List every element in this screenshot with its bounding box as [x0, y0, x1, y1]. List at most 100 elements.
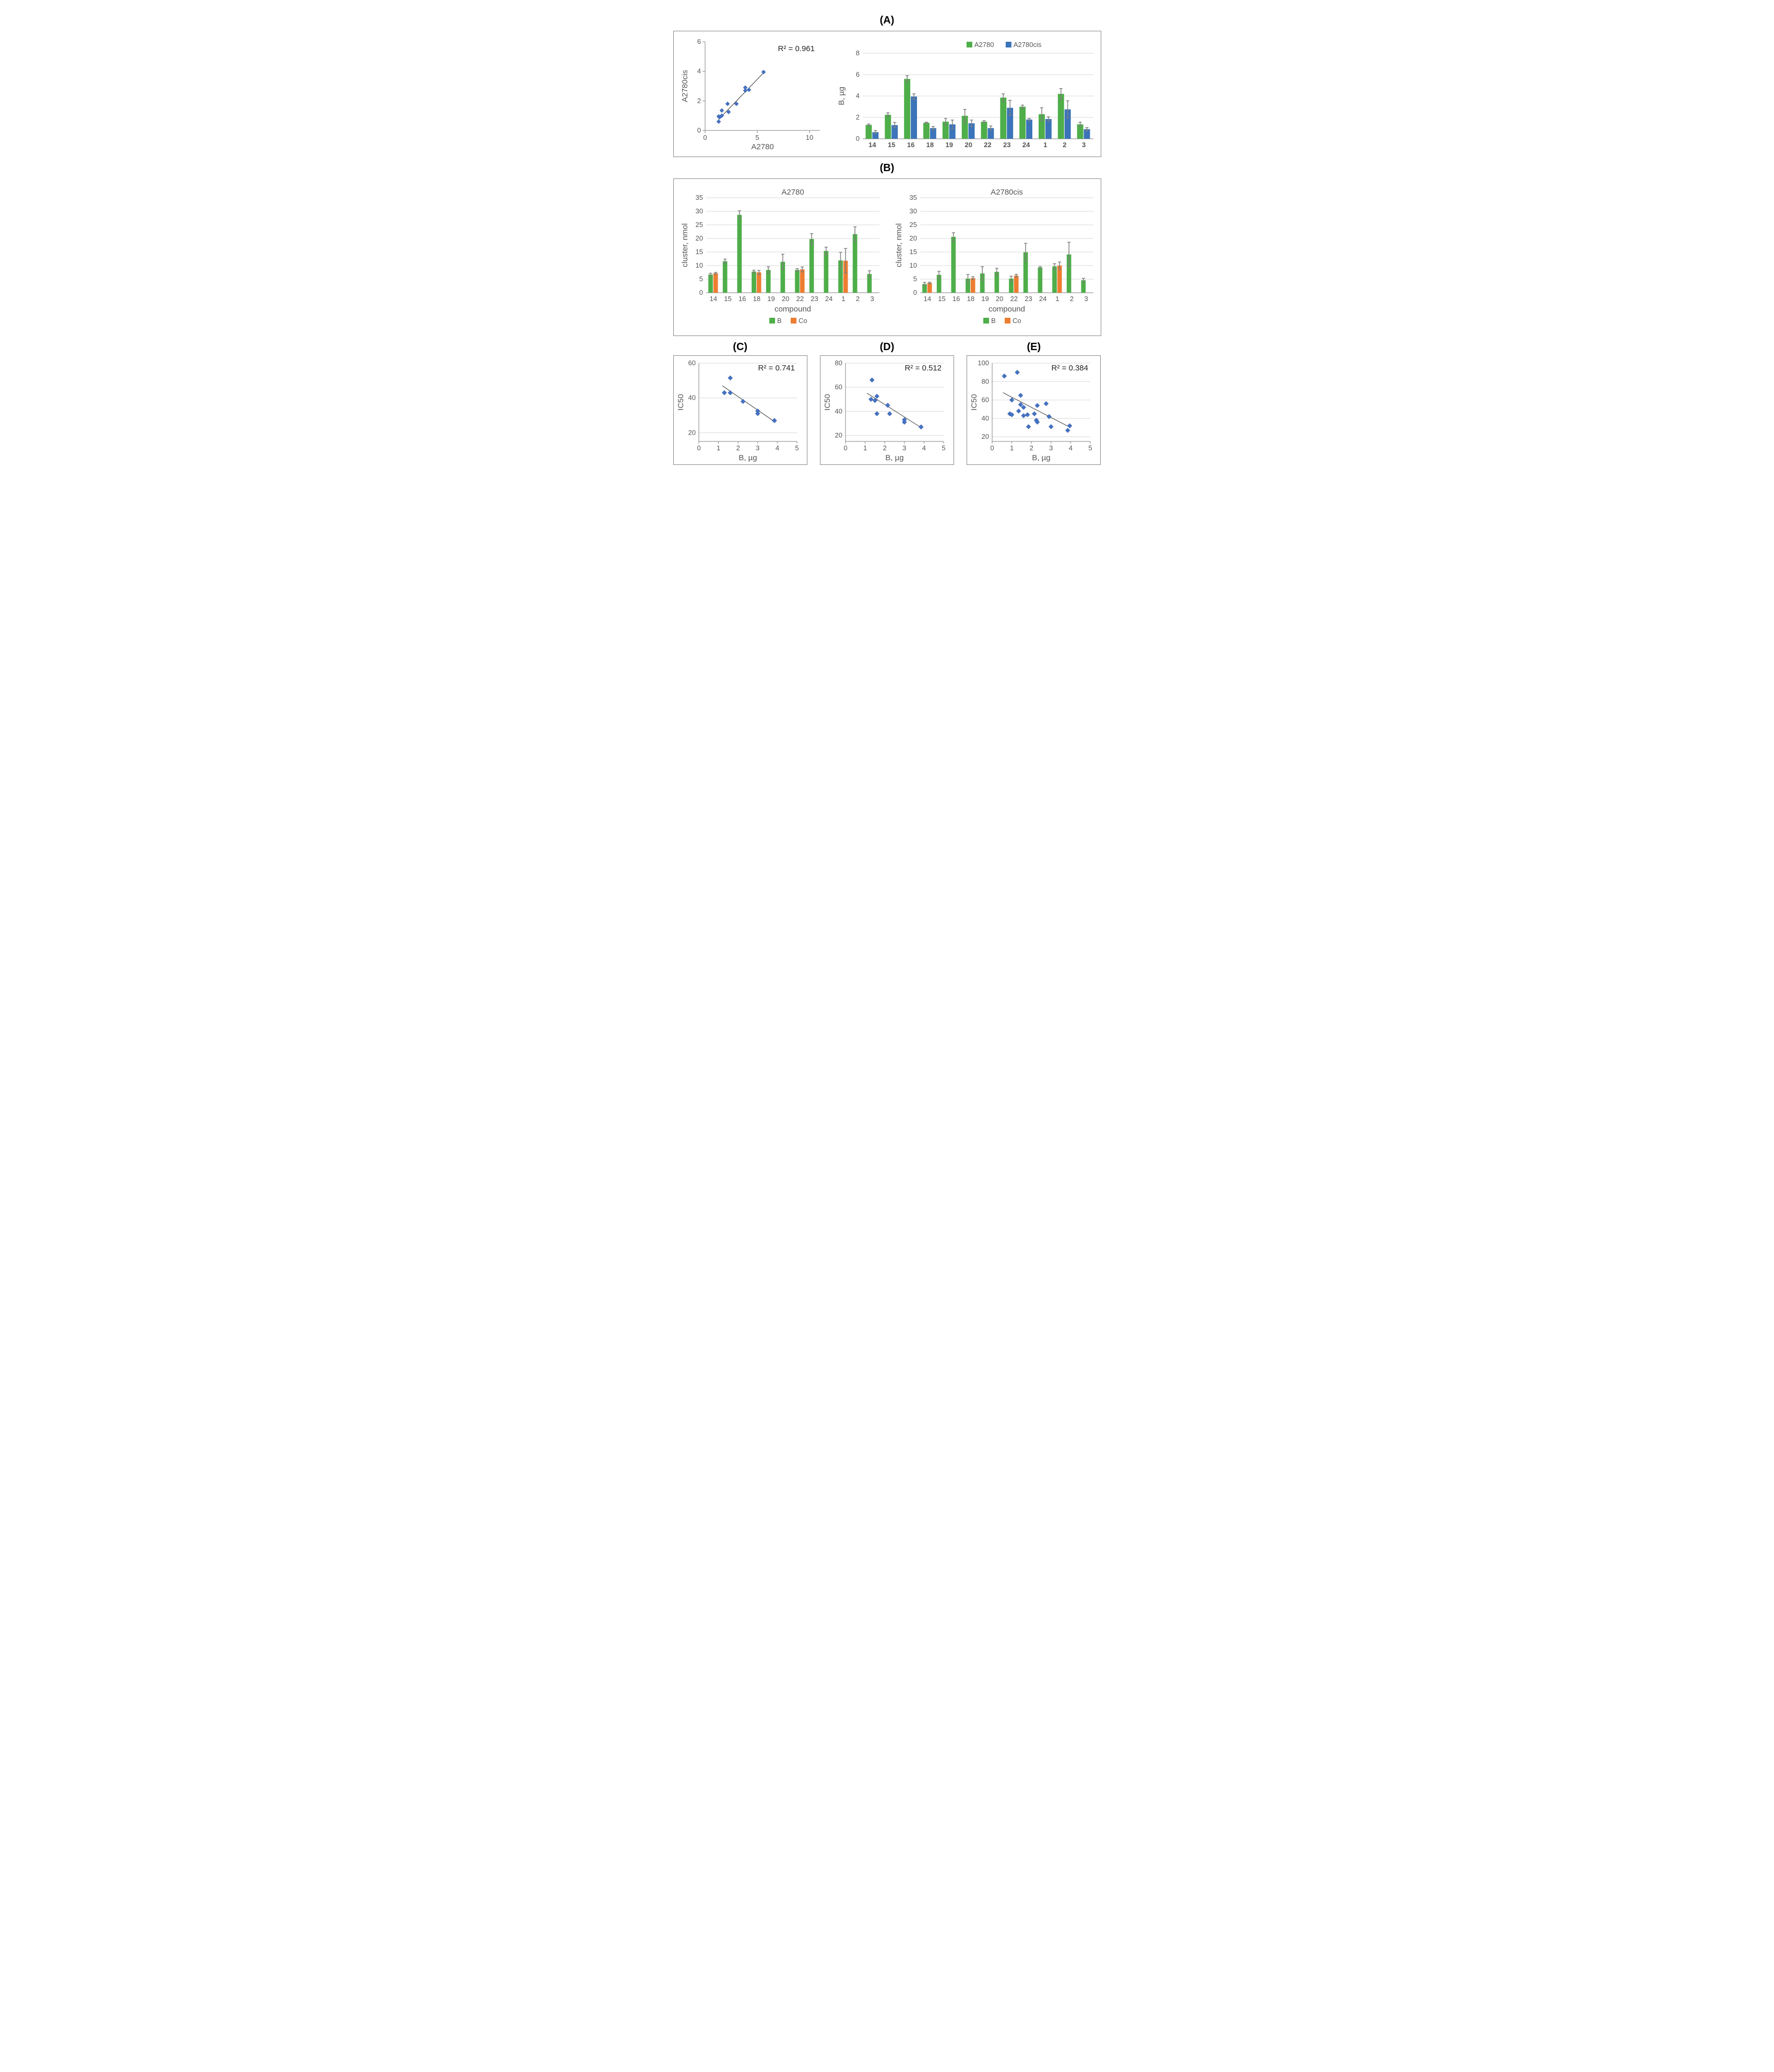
svg-text:0: 0 — [991, 444, 994, 452]
svg-text:22: 22 — [984, 141, 991, 149]
svg-text:18: 18 — [753, 295, 760, 303]
svg-text:25: 25 — [695, 221, 703, 229]
svg-text:10: 10 — [695, 261, 703, 269]
svg-text:15: 15 — [724, 295, 731, 303]
svg-text:40: 40 — [982, 414, 989, 422]
svg-text:A2780: A2780 — [974, 41, 994, 49]
svg-text:35: 35 — [909, 194, 916, 201]
svg-text:B, µg: B, µg — [885, 453, 903, 462]
svg-text:R² = 0.512: R² = 0.512 — [904, 364, 941, 373]
svg-text:IC50: IC50 — [970, 394, 979, 411]
svg-text:30: 30 — [909, 207, 916, 215]
panel-d-box: 20406080012345R² = 0.512B, µgIC50 — [820, 355, 954, 465]
svg-text:3: 3 — [1049, 444, 1053, 452]
svg-text:24: 24 — [825, 295, 832, 303]
svg-text:60: 60 — [835, 383, 842, 391]
svg-text:compound: compound — [774, 305, 811, 314]
svg-text:4: 4 — [922, 444, 926, 452]
panel-b-label: (B) — [673, 162, 1101, 174]
svg-text:A2780: A2780 — [781, 188, 804, 197]
svg-text:15: 15 — [938, 295, 945, 303]
svg-text:23: 23 — [1003, 141, 1010, 149]
svg-text:80: 80 — [835, 359, 842, 367]
svg-text:cluster, nmol: cluster, nmol — [681, 223, 689, 267]
svg-text:5: 5 — [1089, 444, 1092, 452]
svg-text:1: 1 — [1043, 141, 1047, 149]
svg-text:19: 19 — [767, 295, 775, 303]
svg-text:20: 20 — [965, 141, 972, 149]
svg-text:A2780cis: A2780cis — [991, 188, 1023, 197]
svg-text:2: 2 — [736, 444, 740, 452]
svg-text:0: 0 — [697, 126, 700, 134]
svg-text:10: 10 — [909, 261, 916, 269]
panel-a-bars: 02468141516181920222324123B, µgA2780A278… — [836, 37, 1097, 151]
svg-text:1: 1 — [1055, 295, 1059, 303]
svg-text:IC50: IC50 — [823, 394, 832, 411]
panel-e-box: 20406080100012345R² = 0.384B, µgIC50 — [967, 355, 1101, 465]
svg-text:0: 0 — [855, 135, 859, 142]
svg-text:14: 14 — [709, 295, 717, 303]
svg-text:Co: Co — [1013, 317, 1021, 325]
panel-b-left: 05101520253035141516181920222324123clust… — [679, 184, 883, 330]
svg-text:IC50: IC50 — [676, 394, 685, 411]
svg-text:R² = 0.961: R² = 0.961 — [778, 44, 814, 53]
svg-text:6: 6 — [697, 38, 700, 45]
svg-text:24: 24 — [1022, 141, 1030, 149]
svg-text:0: 0 — [913, 289, 916, 296]
svg-text:2: 2 — [1069, 295, 1073, 303]
svg-text:100: 100 — [978, 359, 989, 367]
svg-text:A2780cis: A2780cis — [1013, 41, 1041, 49]
svg-text:35: 35 — [695, 194, 703, 201]
svg-text:2: 2 — [697, 97, 700, 104]
svg-text:60: 60 — [982, 396, 989, 404]
svg-text:2: 2 — [855, 295, 859, 303]
svg-text:4: 4 — [775, 444, 779, 452]
svg-text:15: 15 — [888, 141, 895, 149]
panel-e-label: (E) — [967, 341, 1101, 353]
svg-text:R² = 0.384: R² = 0.384 — [1052, 364, 1088, 373]
svg-text:25: 25 — [909, 221, 916, 229]
svg-text:40: 40 — [835, 407, 842, 415]
svg-text:10: 10 — [805, 134, 813, 141]
svg-text:15: 15 — [695, 248, 703, 256]
svg-text:0: 0 — [703, 134, 707, 141]
svg-text:B, µg: B, µg — [1032, 453, 1050, 462]
svg-text:20: 20 — [688, 428, 695, 436]
svg-text:15: 15 — [909, 248, 916, 256]
svg-text:4: 4 — [855, 92, 859, 100]
svg-text:8: 8 — [855, 49, 859, 57]
svg-text:24: 24 — [1039, 295, 1046, 303]
svg-text:14: 14 — [923, 295, 931, 303]
panel-a-label: (A) — [673, 15, 1101, 27]
svg-text:2: 2 — [855, 113, 859, 121]
svg-text:19: 19 — [945, 141, 953, 149]
svg-text:3: 3 — [1081, 141, 1085, 149]
svg-text:B: B — [777, 317, 782, 325]
svg-text:18: 18 — [967, 295, 974, 303]
svg-text:A2780: A2780 — [751, 142, 773, 151]
svg-text:5: 5 — [942, 444, 945, 452]
svg-text:2: 2 — [1030, 444, 1033, 452]
svg-text:20: 20 — [835, 431, 842, 439]
panel-d-label: (D) — [820, 341, 954, 353]
svg-text:16: 16 — [907, 141, 914, 149]
svg-text:23: 23 — [811, 295, 818, 303]
svg-text:A2780cis: A2780cis — [681, 70, 689, 102]
svg-text:16: 16 — [738, 295, 745, 303]
svg-text:20: 20 — [695, 234, 703, 242]
svg-text:B, µg: B, µg — [739, 453, 757, 462]
svg-text:14: 14 — [868, 141, 876, 149]
svg-text:18: 18 — [926, 141, 933, 149]
svg-text:1: 1 — [863, 444, 867, 452]
svg-text:5: 5 — [699, 275, 703, 283]
svg-text:3: 3 — [1084, 295, 1088, 303]
panel-b-right: 05101520253035141516181920222324123clust… — [893, 184, 1097, 330]
svg-text:1: 1 — [1010, 444, 1014, 452]
svg-text:16: 16 — [952, 295, 959, 303]
svg-text:5: 5 — [913, 275, 916, 283]
svg-text:B, µg: B, µg — [837, 87, 846, 105]
panel-b-box: 05101520253035141516181920222324123clust… — [673, 178, 1101, 336]
svg-text:60: 60 — [688, 359, 695, 367]
svg-text:R² = 0.741: R² = 0.741 — [758, 364, 794, 373]
svg-text:22: 22 — [796, 295, 803, 303]
